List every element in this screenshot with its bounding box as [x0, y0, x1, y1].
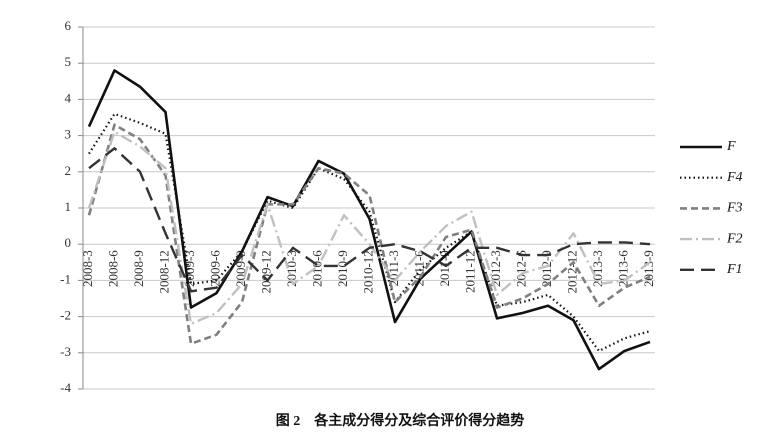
x-tick-label: 2010-12: [360, 250, 375, 293]
x-tick-label: 2012-6: [513, 250, 528, 287]
x-tick-label: 2010-3: [284, 250, 299, 287]
x-tick-label: 2012-3: [488, 250, 503, 287]
x-tick-label: 2011-12: [462, 250, 477, 293]
chart-title: 图 2 各主成分得分及综合评价得分趋势: [276, 412, 525, 429]
y-tick-label: 6: [65, 18, 72, 33]
y-tick-label: -2: [60, 308, 71, 323]
x-tick-label: 2008-3: [80, 250, 95, 287]
y-tick-label: 1: [65, 199, 72, 214]
x-tick-label: 2009-6: [207, 250, 222, 287]
y-tick-label: 3: [65, 127, 72, 142]
legend-label: F: [726, 139, 736, 154]
x-tick-label: 2013-3: [590, 250, 605, 287]
y-tick-label: 2: [65, 163, 72, 178]
x-tick-label: 2012-9: [539, 250, 554, 287]
y-tick-label: 0: [65, 235, 72, 250]
legend-label: F2: [726, 231, 743, 246]
x-tick-label: 2008-12: [156, 250, 171, 293]
y-tick-label: -4: [60, 380, 71, 395]
legend-label: F4: [726, 170, 743, 185]
x-tick-label: 2010-9: [335, 250, 350, 287]
y-tick-label: -1: [60, 271, 71, 286]
series-line: [88, 112, 651, 353]
x-tick-label: 2008-9: [131, 250, 146, 287]
x-tick-label: 2008-6: [105, 250, 120, 287]
x-tick-label: 2013-9: [641, 250, 656, 287]
legend-label: F3: [726, 201, 743, 216]
x-tick-label: 2012-12: [564, 250, 579, 293]
y-tick-label: 5: [65, 54, 72, 69]
series-line: [87, 69, 651, 371]
x-tick-label: 2010-6: [309, 250, 324, 287]
y-tick-label: 4: [65, 90, 72, 105]
x-tick-label: 2009-12: [258, 250, 273, 293]
series-line: [87, 123, 651, 346]
series-line: [88, 147, 651, 293]
y-tick-label: -3: [60, 344, 71, 359]
legend-label: F1: [726, 262, 743, 277]
